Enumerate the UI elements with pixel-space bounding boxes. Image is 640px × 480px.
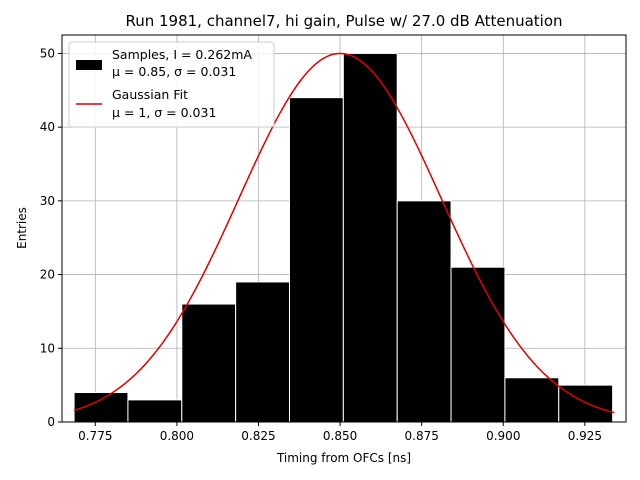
histogram-bar	[342, 52, 398, 423]
y-tick-label: 30	[40, 194, 55, 208]
axes-frame	[61, 34, 627, 423]
histogram-bar	[181, 303, 237, 423]
histogram-bar	[127, 399, 183, 423]
legend-samples-label: Samples, I = 0.262mA	[112, 47, 252, 62]
gaussian-fit-curve	[73, 52, 615, 414]
x-tick-label: 0.800	[160, 429, 194, 443]
y-axis-ticks: 0 10 20 30 40 50	[40, 46, 62, 429]
legend: Samples, I = 0.262mA μ = 0.85, σ = 0.031…	[68, 41, 275, 128]
y-tick-label: 10	[40, 341, 55, 355]
histogram-bar	[396, 200, 452, 423]
histogram-bar	[558, 384, 614, 423]
y-tick-label: 20	[40, 268, 55, 282]
y-tick-label: 40	[40, 120, 55, 134]
x-tick-label: 0.850	[323, 429, 357, 443]
y-tick-label: 0	[47, 415, 55, 429]
chart-title: Run 1981, channel7, hi gain, Pulse w/ 27…	[125, 12, 562, 30]
y-tick-label: 50	[40, 46, 55, 60]
x-tick-label: 0.925	[568, 429, 602, 443]
x-axis-label: Timing from OFCs [ns]	[276, 451, 411, 465]
legend-samples-stats: μ = 0.85, σ = 0.031	[112, 64, 236, 79]
x-axis-ticks: 0.775 0.800 0.825 0.850 0.875 0.900 0.925	[78, 422, 602, 443]
legend-samples-swatch	[76, 60, 102, 70]
legend-fit-label: Gaussian Fit	[112, 87, 188, 102]
x-tick-label: 0.775	[78, 429, 112, 443]
histogram-bars	[73, 52, 614, 423]
histogram-bar	[235, 281, 290, 423]
x-tick-label: 0.900	[486, 429, 520, 443]
y-axis-label: Entries	[15, 207, 29, 249]
x-tick-label: 0.825	[241, 429, 275, 443]
legend-box	[68, 41, 275, 128]
x-tick-label: 0.875	[405, 429, 439, 443]
legend-fit-stats: μ = 1, σ = 0.031	[112, 105, 216, 120]
histogram-bar	[504, 377, 560, 423]
histogram-bar	[288, 97, 344, 423]
histogram-bar	[450, 266, 506, 423]
